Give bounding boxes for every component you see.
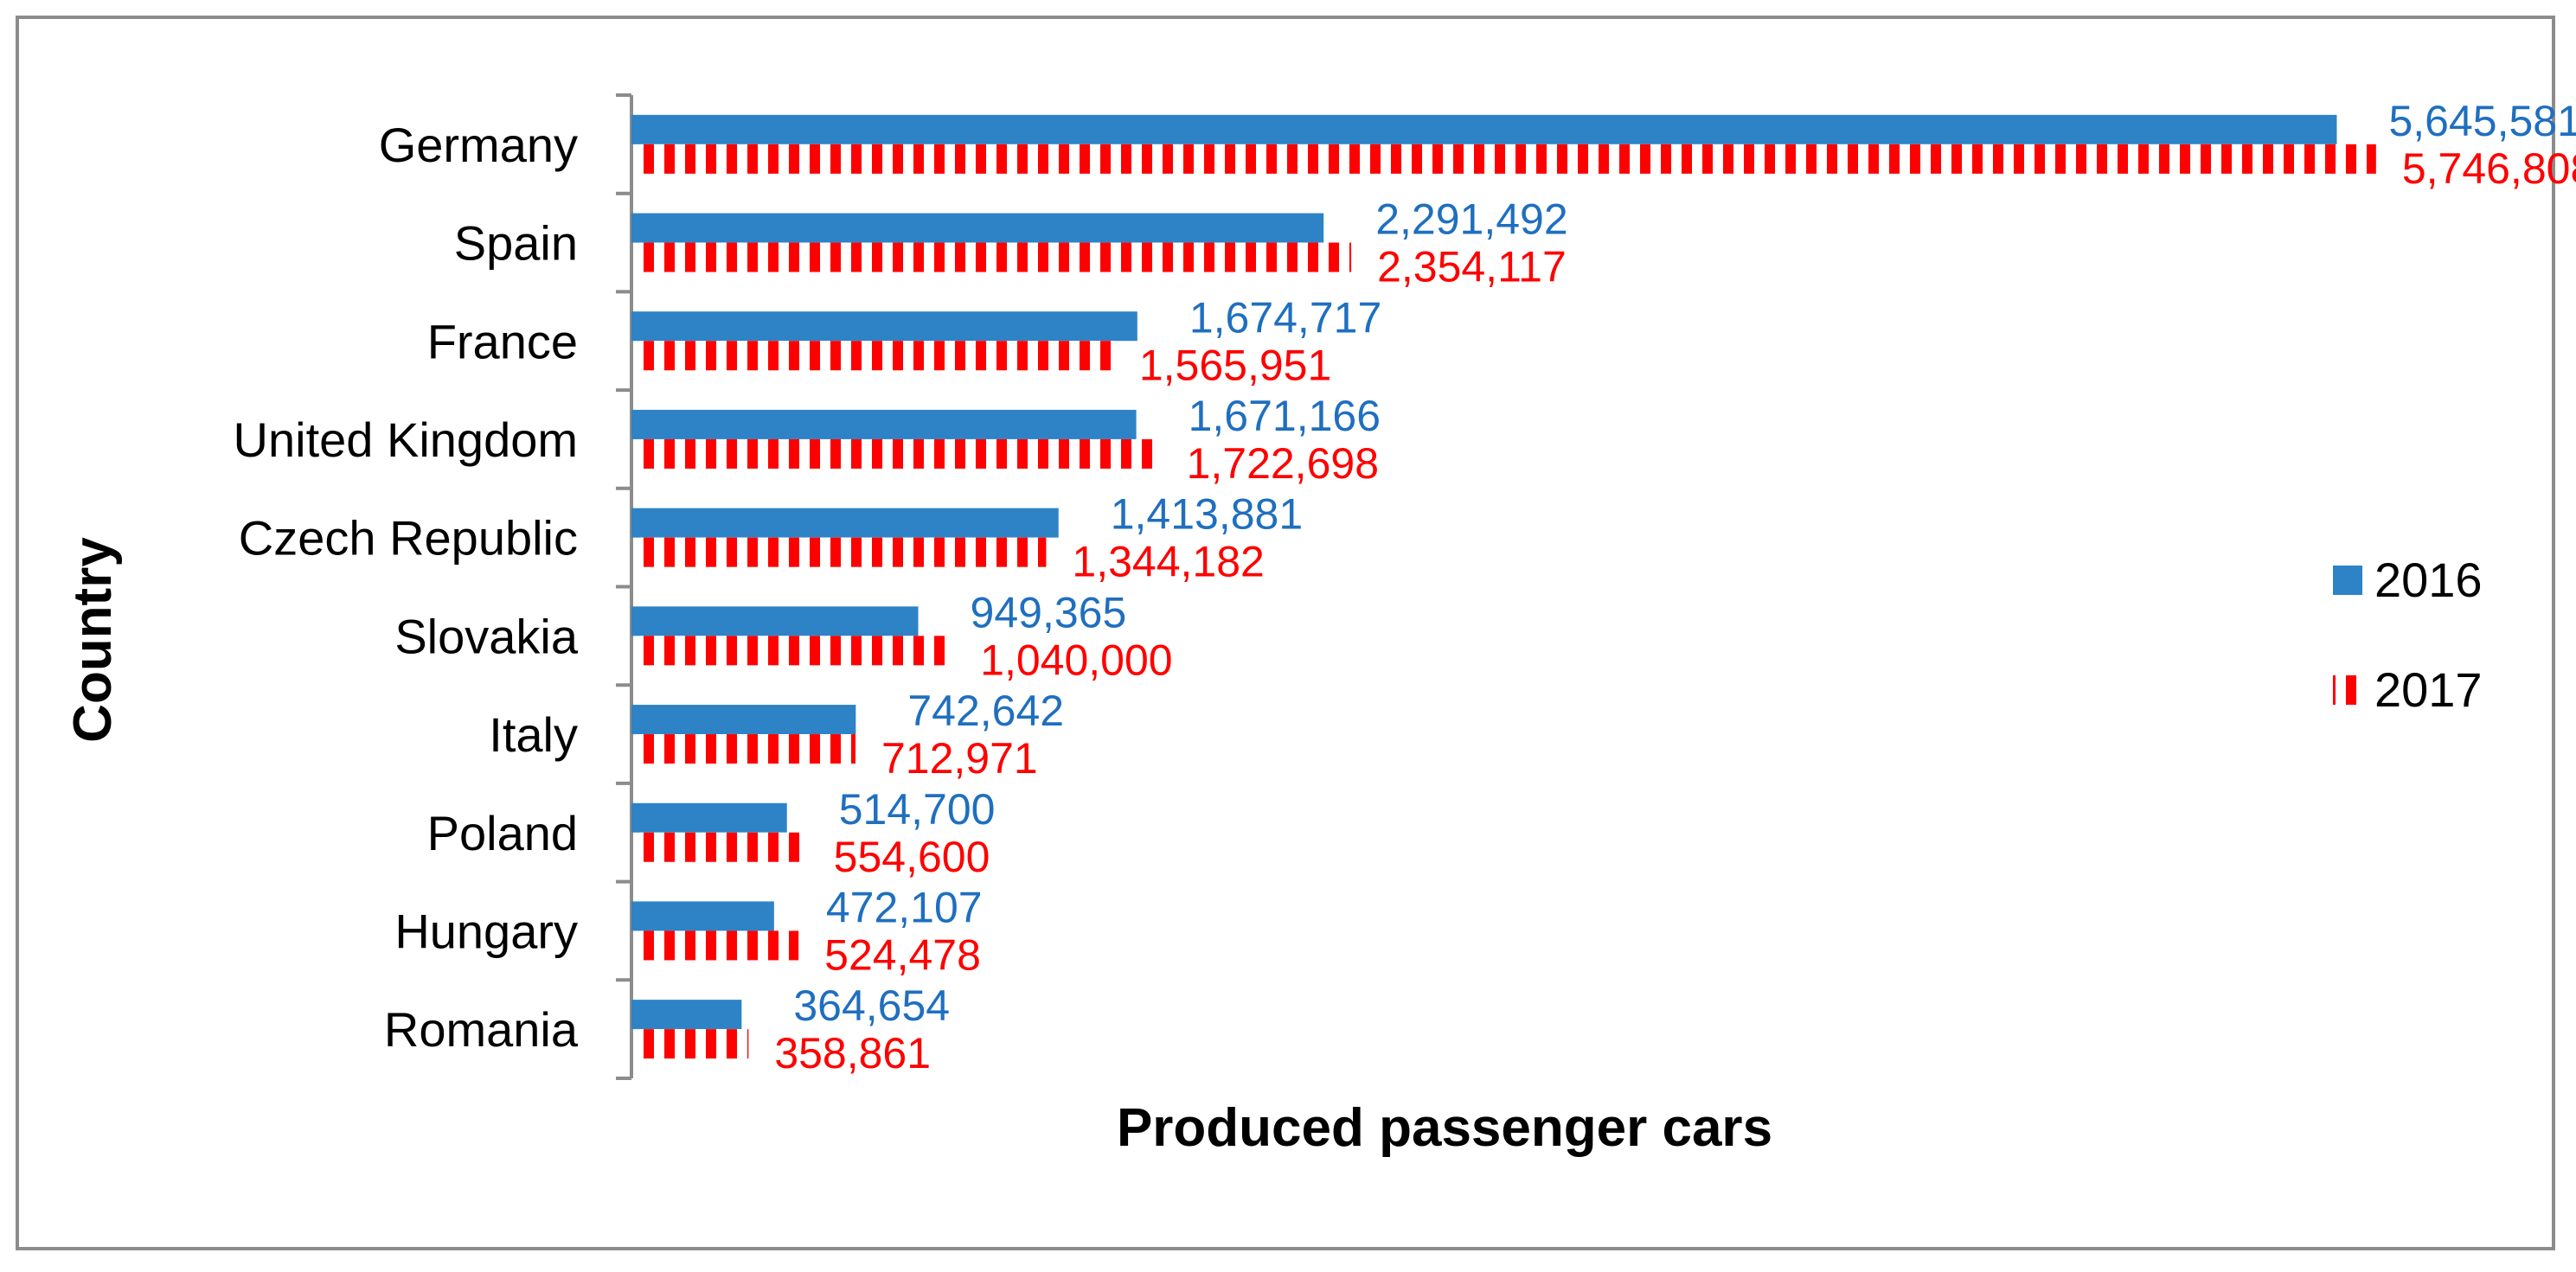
category-label: Italy	[489, 707, 578, 762]
category-label: United Kingdom	[234, 412, 578, 467]
bar-2016-france	[631, 311, 1137, 342]
category-labels: Germany Spain France United Kingdom Czech Re…	[234, 118, 579, 1057]
category-label: Poland	[427, 806, 578, 860]
legend-swatch-2017	[2333, 675, 2362, 705]
x-axis-title: Produced passenger cars	[1117, 1098, 1772, 1158]
bar-2016-germany	[631, 114, 2337, 144]
bar-2017-romania	[640, 1029, 749, 1059]
bar-2016-united-kingdom	[631, 409, 1137, 439]
value-label-2016: 514,700	[839, 785, 996, 834]
category-label: Romania	[384, 1002, 579, 1057]
value-label-2016: 472,107	[826, 883, 983, 931]
bar-2017-italy	[640, 734, 855, 764]
legend-label-2016: 2016	[2374, 553, 2483, 607]
y-axis	[616, 93, 633, 1080]
value-label-2017: 1,565,951	[1139, 341, 1331, 389]
category-label: Slovakia	[394, 609, 579, 663]
category-label: Germany	[379, 118, 578, 172]
bar-2016-romania	[631, 1000, 742, 1030]
value-label-2016: 1,674,717	[1189, 293, 1381, 342]
bar-2017-poland	[640, 832, 808, 862]
value-label-2017: 1,040,000	[980, 636, 1172, 684]
category-label: Czech Republic	[239, 511, 578, 566]
y-axis-title: Country	[63, 537, 123, 743]
bar-2017-czech-republic	[640, 537, 1047, 567]
legend-label-2017: 2017	[2374, 662, 2483, 717]
bars	[631, 114, 2376, 1059]
value-label-2016: 2,291,492	[1375, 195, 1567, 244]
bar-2016-hungary	[631, 901, 774, 931]
value-label-2017: 1,722,698	[1187, 439, 1379, 488]
value-label-2017: 554,600	[834, 833, 990, 881]
value-label-2016: 364,654	[793, 981, 950, 1030]
value-label-2017: 358,861	[774, 1029, 931, 1077]
legend: 2016 2017	[2333, 553, 2483, 717]
bar-2016-poland	[631, 802, 787, 833]
bar-2016-spain	[631, 213, 1324, 243]
value-label-2017: 1,344,182	[1072, 538, 1264, 586]
value-label-2016: 1,671,166	[1189, 392, 1381, 440]
bar-2017-france	[640, 341, 1113, 371]
value-labels: 5,645,5815,746,8082,291,4922,354,1171,67…	[774, 97, 2576, 1077]
value-label-2017: 2,354,117	[1377, 243, 1567, 291]
bar-2016-slovakia	[631, 606, 919, 636]
value-label-2016: 5,645,581	[2388, 97, 2576, 145]
category-label: Spain	[454, 216, 578, 271]
value-label-2017: 5,746,808	[2402, 144, 2576, 193]
category-label: France	[427, 314, 578, 368]
bar-2017-united-kingdom	[640, 438, 1161, 469]
bar-2017-spain	[640, 242, 1352, 272]
legend-swatch-2016	[2333, 566, 2362, 595]
value-label-2016: 742,642	[907, 687, 1064, 735]
value-label-2017: 524,478	[824, 930, 981, 979]
category-label: Hungary	[394, 904, 578, 958]
value-label-2017: 712,971	[881, 734, 1038, 783]
bar-2017-hungary	[640, 930, 799, 961]
bar-2017-slovakia	[640, 636, 955, 666]
chart-frame	[16, 16, 2555, 1250]
bar-2017-germany	[640, 144, 2376, 174]
bar-2016-czech-republic	[631, 508, 1059, 538]
value-label-2016: 949,365	[971, 588, 1127, 636]
value-label-2016: 1,413,881	[1111, 490, 1303, 539]
bar-2016-italy	[631, 705, 856, 735]
